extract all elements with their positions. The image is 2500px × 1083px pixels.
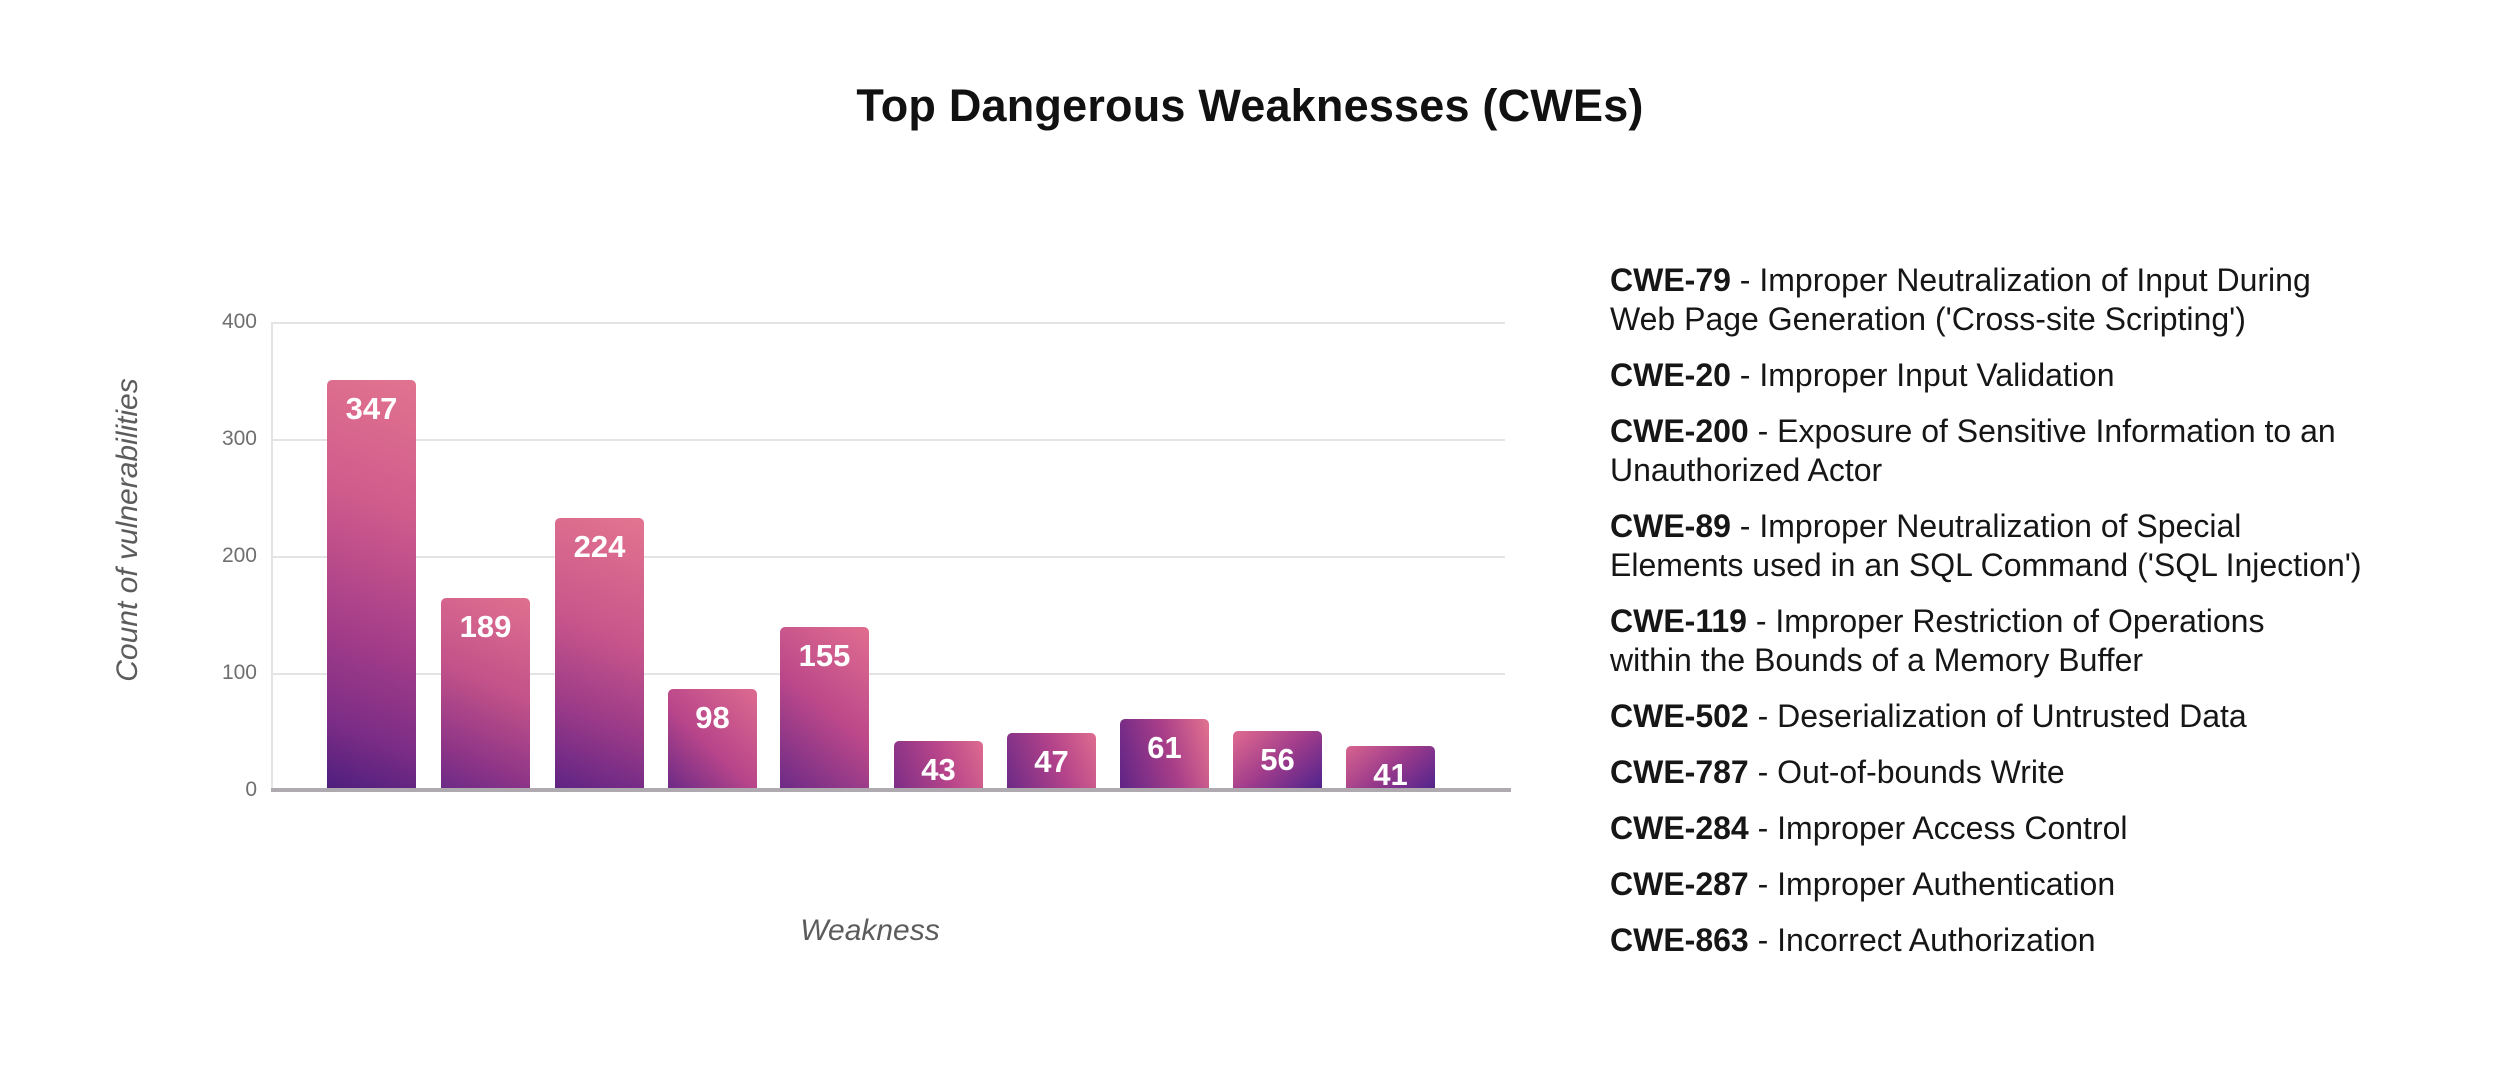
legend-item-cwe-20: CWE-20 - Improper Input Validation bbox=[1610, 357, 2115, 393]
gridline-400 bbox=[273, 322, 1505, 324]
bar-value-label: 347 bbox=[345, 391, 398, 426]
bar-value-label: 155 bbox=[798, 638, 851, 673]
x-axis-title: Weakness bbox=[800, 914, 940, 947]
legend-item-cwe-284: CWE-284 - Improper Access Control bbox=[1610, 810, 2128, 846]
gridline-300 bbox=[273, 439, 1505, 441]
bar-cwe-284: 61 bbox=[1120, 719, 1209, 790]
bar-cwe-287: 56 bbox=[1233, 731, 1322, 790]
bar-value-label: 61 bbox=[1147, 730, 1182, 765]
gridline-100 bbox=[273, 673, 1505, 675]
legend-item-cwe-79: CWE-79 - Improper Neutralization of Inpu… bbox=[1610, 262, 2311, 337]
legend-item-cwe-89: CWE-89 - Improper Neutralization of Spec… bbox=[1610, 508, 2362, 583]
bar-cwe-20: 189 bbox=[441, 598, 530, 790]
legend-item-code: CWE-284 bbox=[1610, 810, 1749, 846]
chart-title: Top Dangerous Weaknesses (CWEs) bbox=[856, 80, 1644, 131]
bar-value-label: 41 bbox=[1373, 757, 1408, 792]
gridline-200 bbox=[273, 556, 1505, 558]
y-tick-300: 300 bbox=[221, 427, 257, 450]
legend-item-code: CWE-200 bbox=[1610, 413, 1749, 449]
bar-cwe-119: 155 bbox=[780, 627, 869, 790]
legend-item-cwe-119: CWE-119 - Improper Restriction of Operat… bbox=[1610, 603, 2265, 678]
y-tick-200: 200 bbox=[221, 544, 257, 567]
bar-value-label: 47 bbox=[1034, 744, 1069, 779]
legend-item-code: CWE-863 bbox=[1610, 922, 1749, 958]
legend: CWE-79 - Improper Neutralization of Inpu… bbox=[1610, 261, 2430, 960]
legend-item-code: CWE-79 bbox=[1610, 262, 1731, 298]
bar-cwe-787: 47 bbox=[1007, 733, 1096, 790]
legend-item-cwe-200: CWE-200 - Exposure of Sensitive Informat… bbox=[1610, 413, 2336, 488]
y-tick-0: 0 bbox=[245, 778, 257, 801]
bar-cwe-502: 43 bbox=[894, 741, 983, 790]
legend-item-cwe-287: CWE-287 - Improper Authentication bbox=[1610, 866, 2116, 902]
y-axis-title: Count of vulnerabilities bbox=[111, 378, 144, 682]
bar-value-label: 56 bbox=[1260, 742, 1295, 777]
bar-cwe-79: 347 bbox=[327, 380, 416, 790]
x-axis-line bbox=[271, 788, 1511, 792]
bar-value-label: 43 bbox=[921, 752, 956, 787]
y-tick-400: 400 bbox=[221, 310, 257, 333]
bar-cwe-863: 41 bbox=[1346, 746, 1435, 792]
legend-item-code: CWE-287 bbox=[1610, 866, 1749, 902]
legend-item-code: CWE-89 bbox=[1610, 508, 1731, 544]
bar-value-label: 189 bbox=[459, 609, 512, 644]
legend-item-cwe-502: CWE-502 - Deserialization of Untrusted D… bbox=[1610, 698, 2247, 734]
legend-item-code: CWE-119 bbox=[1610, 603, 1747, 639]
legend-item-code: CWE-787 bbox=[1610, 754, 1749, 790]
y-tick-100: 100 bbox=[221, 661, 257, 684]
legend-item-code: CWE-502 bbox=[1610, 698, 1749, 734]
bar-value-label: 98 bbox=[695, 700, 730, 735]
legend-item-cwe-863: CWE-863 - Incorrect Authorization bbox=[1610, 922, 2096, 958]
bar-cwe-89: 98 bbox=[668, 689, 757, 790]
plot-area: 347 189 224 98 155 43 47 61 56 41 bbox=[271, 322, 1511, 792]
bar-value-label: 224 bbox=[573, 529, 626, 564]
bar-cwe-200: 224 bbox=[555, 518, 644, 790]
legend-item-code: CWE-20 bbox=[1610, 357, 1731, 393]
legend-item-cwe-787: CWE-787 - Out-of-bounds Write bbox=[1610, 754, 2065, 790]
